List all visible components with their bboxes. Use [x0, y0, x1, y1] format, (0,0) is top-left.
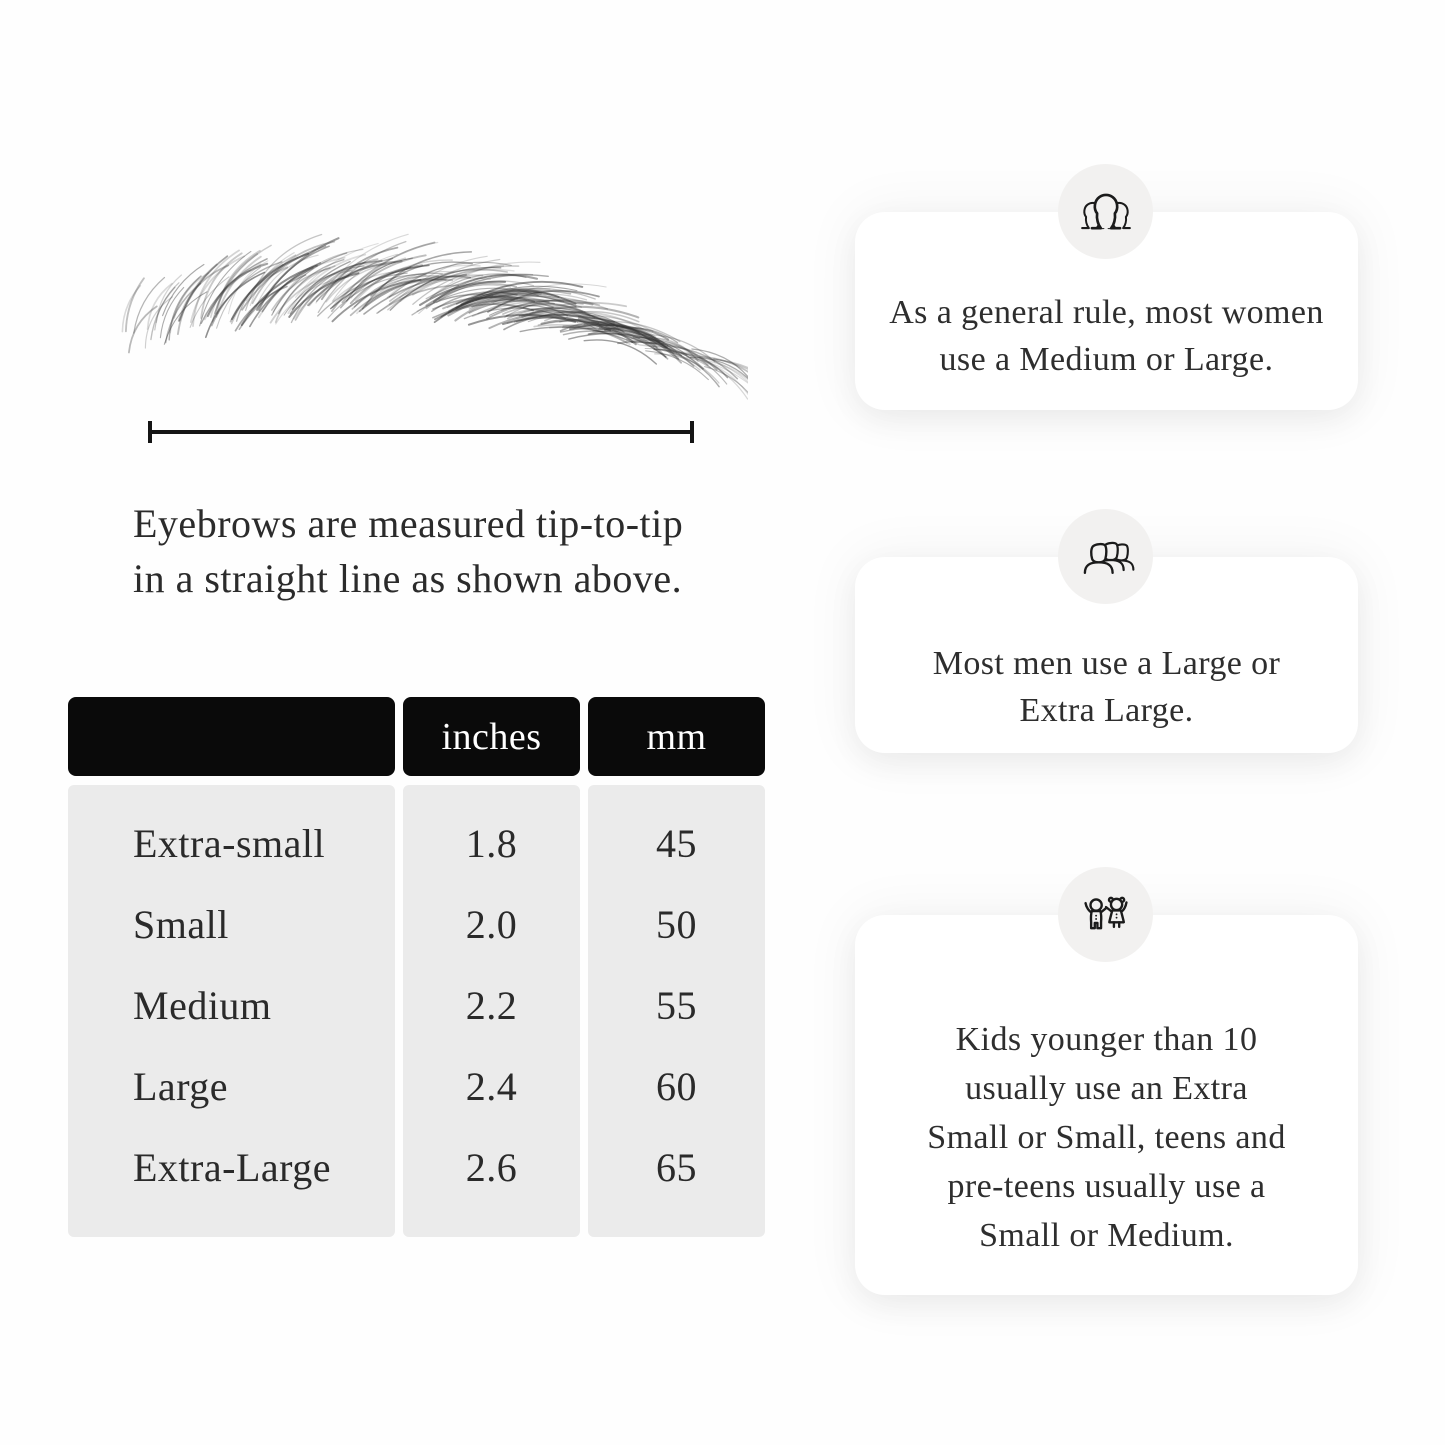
- eyebrow-illustration: [108, 212, 748, 414]
- measure-bar: [148, 430, 694, 434]
- women-group-icon: [1058, 164, 1153, 259]
- size-table: Extra-small Small Medium Large Extra-Lar…: [68, 697, 765, 1237]
- mm-cell: 45: [656, 821, 697, 866]
- size-cell: Small: [133, 902, 229, 947]
- inches-cell: 2.0: [465, 902, 518, 947]
- inches-cell: 1.8: [465, 821, 518, 866]
- mm-column-body: 45 50 55 60 65: [588, 785, 765, 1237]
- mm-cell: 50: [656, 902, 697, 947]
- size-cell: Extra-small: [133, 821, 326, 866]
- caption-line-1: Eyebrows are measured tip-to-tip: [133, 501, 684, 546]
- inches-column-body: 1.8 2.0 2.2 2.4 2.6: [403, 785, 580, 1237]
- card-text-line: As a general rule, most women: [889, 294, 1324, 331]
- mm-column-header: mm: [588, 697, 765, 776]
- card-text-line: Extra Large.: [1019, 692, 1194, 729]
- measure-cap-right: [690, 421, 694, 443]
- caption-line-2: in a straight line as shown above.: [133, 556, 683, 601]
- measurement-caption: Eyebrows are measured tip-to-tip in a st…: [133, 496, 683, 606]
- inches-column-header: inches: [403, 697, 580, 776]
- size-cell: Extra-Large: [133, 1145, 331, 1190]
- men-group-icon: [1058, 509, 1153, 604]
- card-text-line: Most men use a Large or: [932, 645, 1281, 682]
- mm-cell: 55: [656, 983, 697, 1028]
- card-text-line: pre-teens usually use a: [947, 1167, 1266, 1205]
- inches-cell: 2.2: [465, 983, 518, 1028]
- size-column: Extra-small Small Medium Large Extra-Lar…: [68, 697, 395, 1237]
- card-text-line: usually use an Extra: [965, 1069, 1248, 1107]
- size-column-header: [68, 697, 395, 776]
- card-text-line: Small or Medium.: [979, 1216, 1234, 1254]
- inches-cell: 2.4: [465, 1064, 518, 1109]
- inches-column: inches 1.8 2.0 2.2 2.4 2.6: [403, 697, 580, 1237]
- card-text-line: Kids younger than 10: [955, 1020, 1258, 1058]
- measurement-line: [148, 421, 694, 443]
- inches-cell: 2.6: [465, 1145, 518, 1190]
- card-text-line: use a Medium or Large.: [939, 341, 1274, 378]
- mm-cell: 60: [656, 1064, 697, 1109]
- size-cell: Large: [133, 1064, 229, 1109]
- eyebrow-hairs: [121, 233, 748, 400]
- info-card-men: Most men use a Large or Extra Large.: [855, 557, 1358, 753]
- kids-icon: [1058, 867, 1153, 962]
- mm-column: mm 45 50 55 60 65: [588, 697, 765, 1237]
- info-card-women: As a general rule, most women use a Medi…: [855, 212, 1358, 410]
- info-card-kids: Kids younger than 10 usually use an Extr…: [855, 915, 1358, 1295]
- size-column-body: Extra-small Small Medium Large Extra-Lar…: [68, 785, 395, 1237]
- mm-cell: 65: [656, 1145, 697, 1190]
- size-cell: Medium: [133, 983, 272, 1028]
- card-text-line: Small or Small, teens and: [927, 1118, 1286, 1156]
